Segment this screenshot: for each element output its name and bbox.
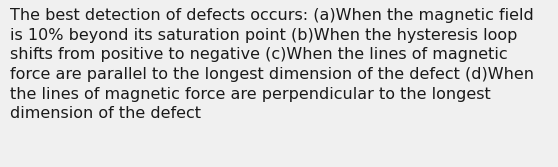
Text: The best detection of defects occurs: (a)When the magnetic field
is 10% beyond i: The best detection of defects occurs: (a… bbox=[10, 8, 534, 121]
